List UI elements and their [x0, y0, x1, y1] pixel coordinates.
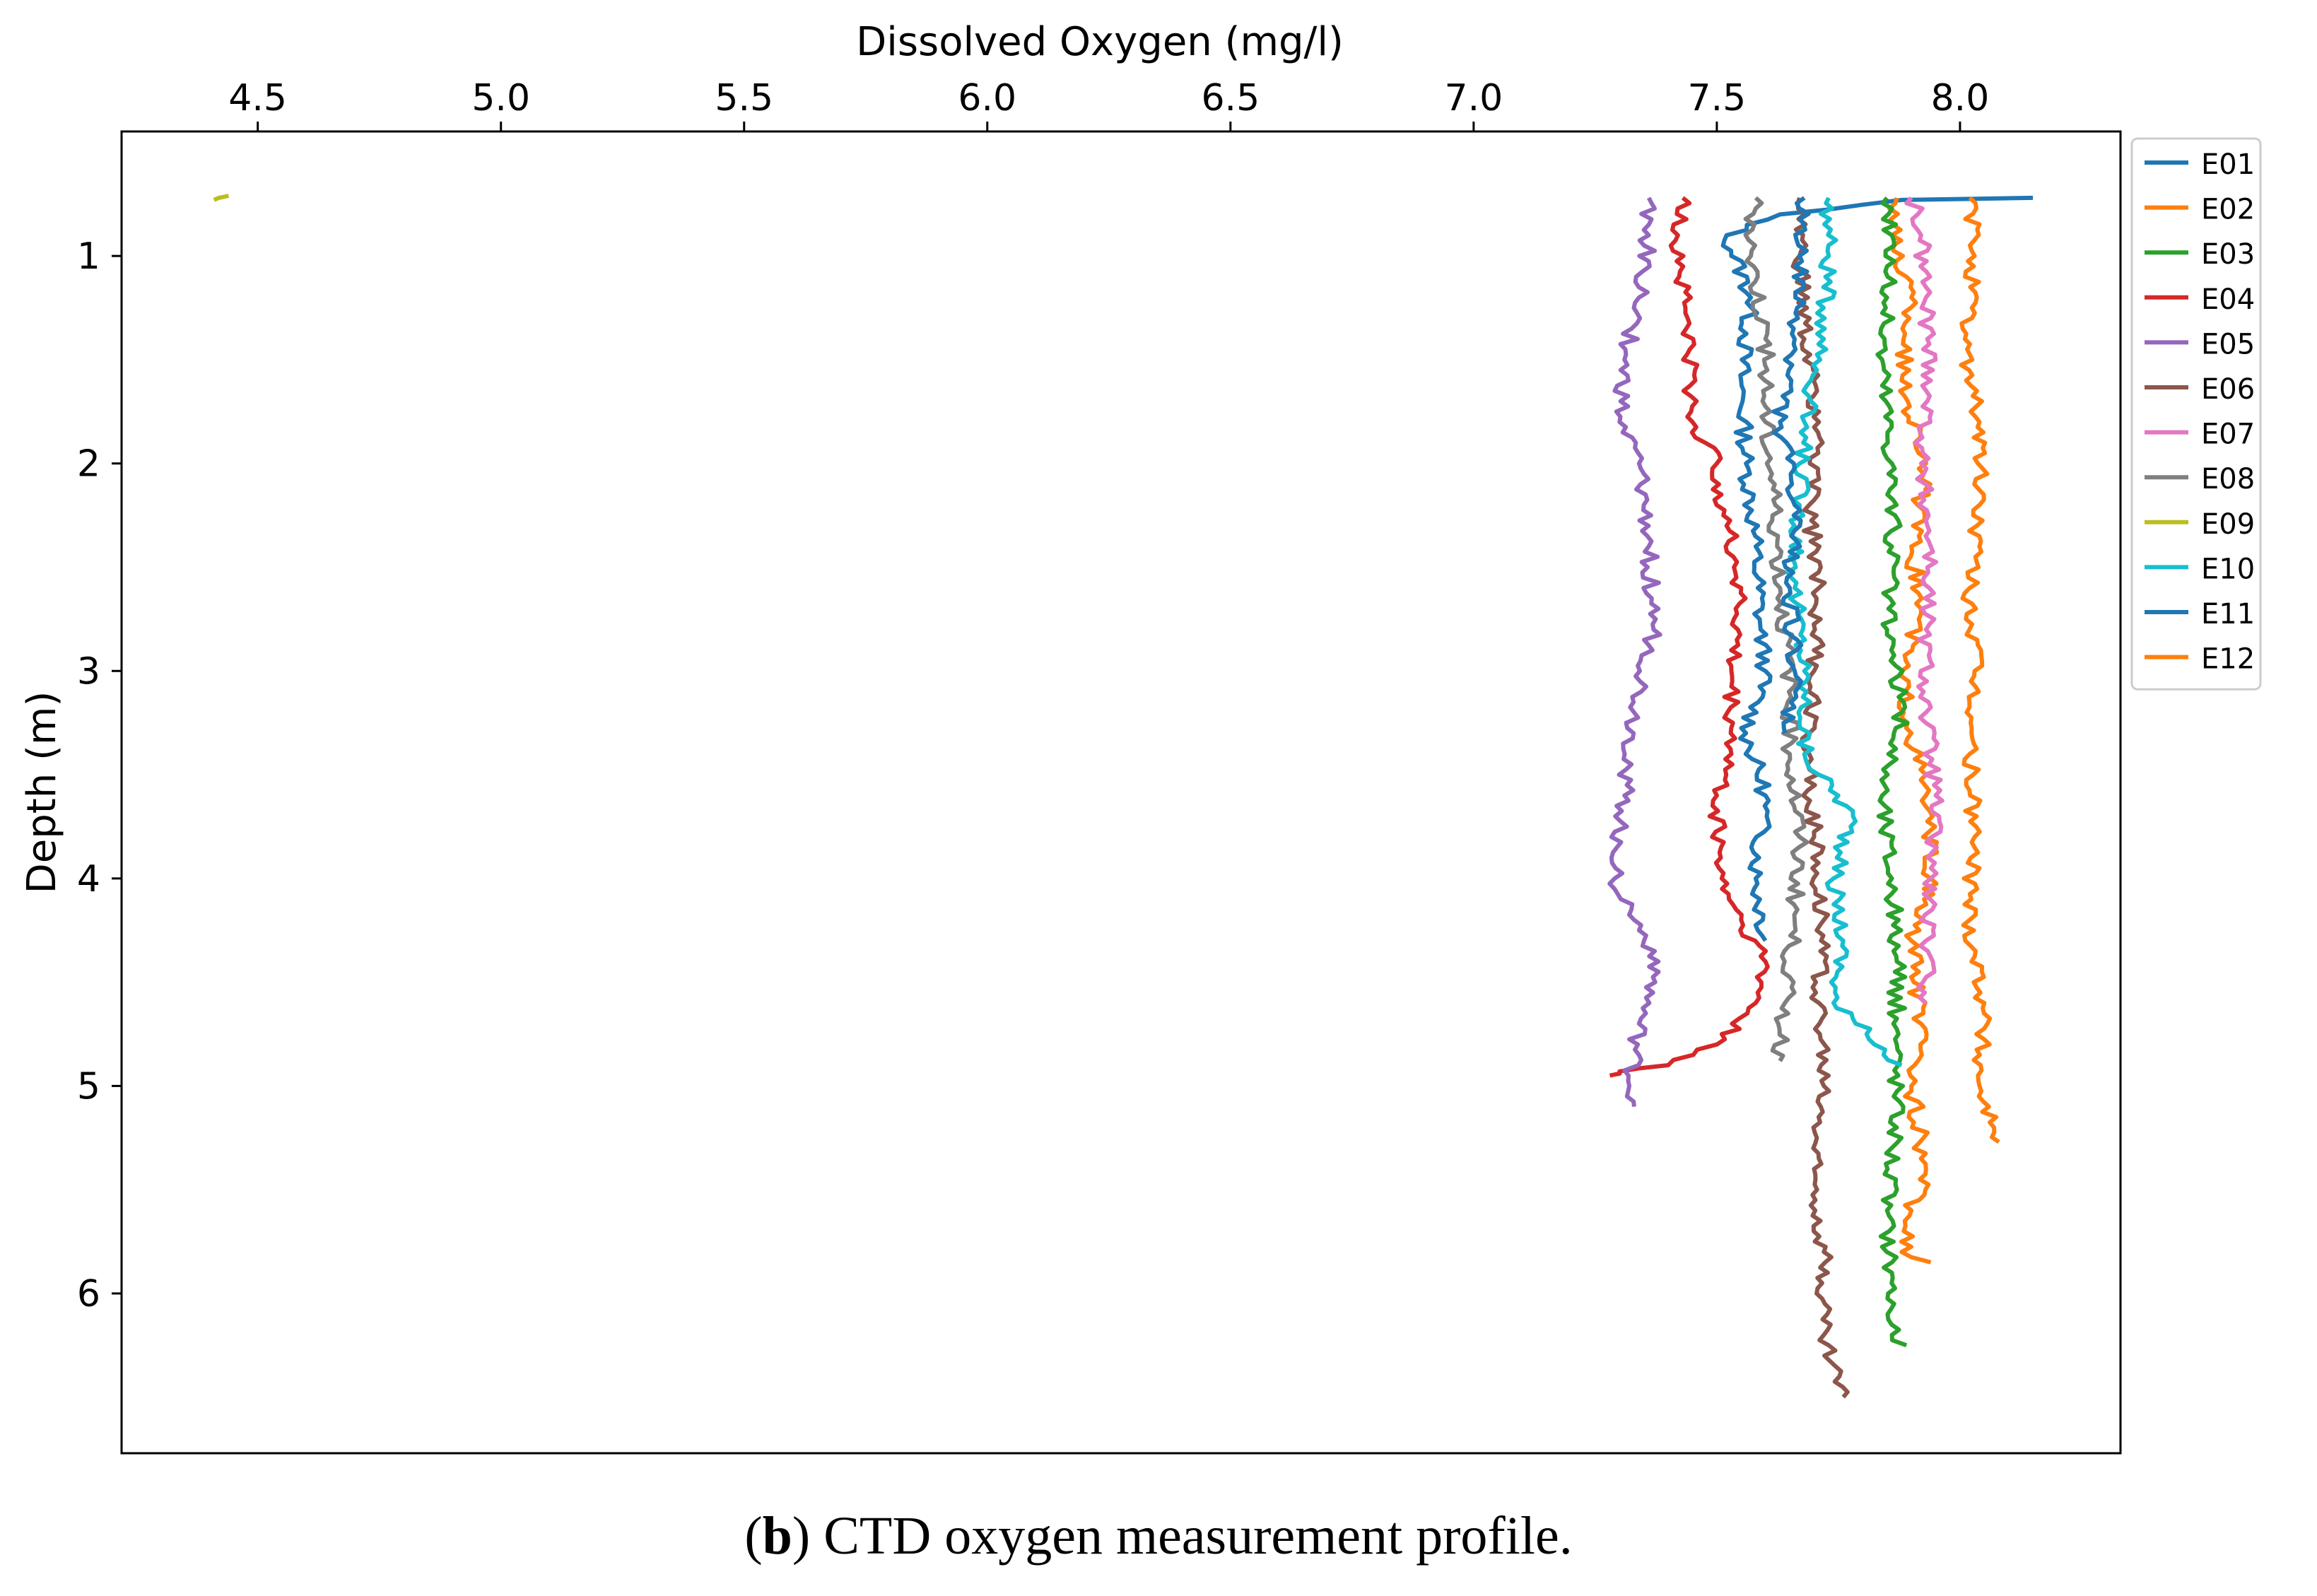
plot-frame [120, 130, 2122, 1455]
legend-box [2130, 137, 2262, 691]
y-tick-label: 6 [77, 1273, 100, 1315]
series-line-e05 [1607, 196, 1662, 1107]
y-tick-label: 5 [77, 1065, 100, 1108]
series-line-e11 [1771, 196, 1811, 734]
legend-entry: E01 [2201, 148, 2255, 181]
legend-entry: E05 [2201, 328, 2255, 360]
x-tick-label: 7.5 [1688, 77, 1747, 119]
x-tick-label: 6.0 [958, 77, 1016, 119]
y-axis-label: Depth (m) [19, 691, 65, 894]
figure-caption: (b) CTD oxygen measurement profile. [744, 1506, 1573, 1566]
legend-entry: E10 [2201, 553, 2255, 585]
legend-entry: E11 [2201, 598, 2255, 630]
series-line-e04 [1609, 196, 1770, 1078]
x-tick-label: 8.0 [1931, 77, 1990, 119]
series-line-e02 [1887, 197, 1940, 1265]
series-line-e08 [1743, 196, 1809, 1062]
series-line-e09 [213, 194, 230, 202]
series-line-e10 [1785, 196, 1903, 1067]
legend: E01 E02 E03 E04 E05 E06 E07 E08 E09 E10 E11 E12 [2130, 137, 2262, 691]
y-tick-label: 2 [77, 443, 100, 486]
x-tick-label: 5.0 [471, 77, 530, 119]
x-tick-label: 6.5 [1201, 77, 1260, 119]
x-axis-label: Dissolved Oxygen (mg/l) [856, 19, 1344, 65]
series-line-e07 [1904, 196, 1944, 1005]
legend-entry: E07 [2201, 418, 2255, 451]
legend-entry: E08 [2201, 463, 2255, 495]
x-tick-label: 5.5 [715, 77, 773, 119]
series-line-e12 [1959, 196, 2000, 1144]
x-tick-label: 4.5 [228, 77, 287, 119]
legend-entry: E12 [2201, 643, 2255, 676]
legend-entry: E02 [2201, 194, 2255, 226]
y-tick-label: 3 [77, 650, 100, 693]
legend-entry: E03 [2201, 238, 2255, 271]
caption-label: b [762, 1506, 792, 1566]
x-tick-label: 7.0 [1445, 77, 1503, 119]
y-tick-label: 1 [77, 235, 100, 278]
series-line-e03 [1875, 196, 1910, 1348]
legend-entry: E04 [2201, 283, 2255, 316]
legend-entry: E06 [2201, 373, 2255, 406]
caption-text: ) CTD oxygen measurement profile. [792, 1506, 1573, 1566]
y-tick-label: 4 [77, 858, 100, 900]
legend-entry: E09 [2201, 508, 2255, 541]
